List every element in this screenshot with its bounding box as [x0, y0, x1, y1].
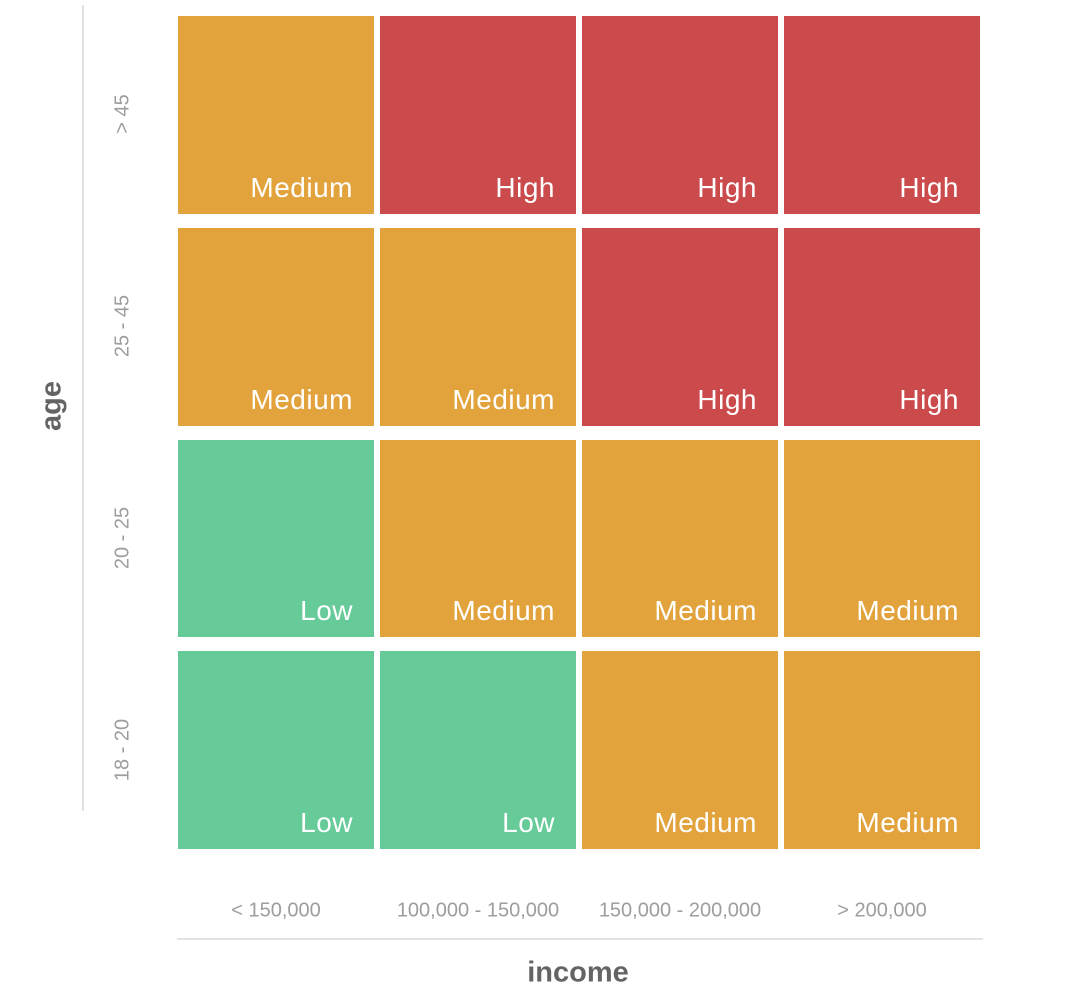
- cell-value-label: Low: [300, 807, 353, 838]
- heatmap-cell-r2-c1: Medium: [178, 227, 374, 426]
- cell-value-label: High: [697, 171, 757, 203]
- cell-value-label: Medium: [856, 807, 959, 838]
- y-axis-line: [82, 5, 84, 811]
- heatmap-cell-r4-c3: Medium: [582, 651, 778, 849]
- heatmap-cell-r4-c2: Low: [380, 651, 576, 849]
- cell-value-label: Medium: [250, 383, 353, 415]
- heatmap-cell-r3-c4: Medium: [784, 439, 980, 638]
- cell-value-label: High: [495, 171, 555, 203]
- cell-value-label: Medium: [856, 595, 959, 627]
- cell-value-label: Medium: [250, 171, 353, 203]
- heatmap-cell-r4-c4: Medium: [784, 651, 980, 849]
- heatmap-cell-r3-c1: Low: [178, 439, 374, 638]
- cell-value-label: Medium: [654, 807, 757, 838]
- x-tick-label: > 200,000: [837, 899, 927, 922]
- cell-value-label: Medium: [452, 595, 555, 627]
- x-axis-line: [177, 938, 983, 940]
- heatmap-cell-r4-c1: Low: [178, 651, 374, 849]
- cell-value-label: Low: [502, 807, 555, 838]
- y-tick-label: > 45: [111, 94, 134, 134]
- heatmap-cell-r2-c2: Medium: [380, 227, 576, 426]
- cell-value-label: High: [697, 383, 757, 415]
- x-tick-label: < 150,000: [231, 899, 321, 922]
- cell-value-label: Medium: [452, 383, 555, 415]
- heatmap-cell-r3-c3: Medium: [582, 439, 778, 638]
- cell-value-label: High: [899, 383, 959, 415]
- cell-value-label: Low: [300, 595, 353, 627]
- y-tick-label: 18 - 20: [111, 718, 134, 782]
- heatmap-cell-r1-c3: High: [582, 16, 778, 214]
- heatmap-grid: Medium High High High Medium Medium High High Lo…: [178, 16, 980, 849]
- heatmap-cell-r1-c4: High: [784, 16, 980, 214]
- x-axis-title: income: [527, 956, 629, 989]
- x-tick-label: 100,000 - 150,000: [396, 899, 560, 922]
- cell-value-label: High: [899, 171, 959, 203]
- heatmap-cell-r2-c4: High: [784, 227, 980, 426]
- heatmap-cell-r2-c3: High: [582, 227, 778, 426]
- y-tick-label: 25 - 45: [111, 294, 134, 358]
- y-axis-title: age: [35, 381, 68, 431]
- y-tick-label: 20 - 25: [111, 506, 134, 570]
- x-tick-label: 150,000 - 200,000: [598, 899, 762, 922]
- heatmap-cell-r1-c1: Medium: [178, 16, 374, 214]
- cell-value-label: Medium: [654, 595, 757, 627]
- heatmap-cell-r1-c2: High: [380, 16, 576, 214]
- heatmap-cell-r3-c2: Medium: [380, 439, 576, 638]
